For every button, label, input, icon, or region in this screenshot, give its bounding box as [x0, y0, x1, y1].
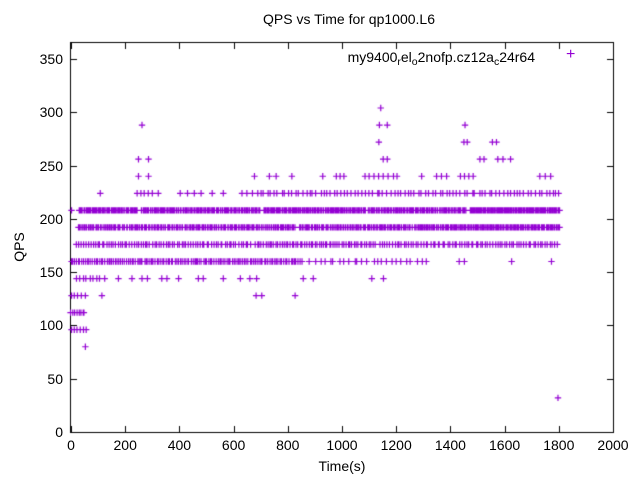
y-tick-label: 50	[47, 370, 63, 387]
y-tick-label: 200	[39, 210, 63, 227]
legend-label-segment: 24r64	[499, 49, 535, 65]
legend-label-segment: r	[397, 56, 401, 68]
x-axis-label: Time(s)	[318, 458, 366, 474]
x-tick-label: 800	[276, 437, 300, 453]
y-tick-label: 250	[39, 157, 63, 174]
legend-label-segment: c	[493, 56, 500, 68]
legend-point-marker-icon: +	[566, 46, 576, 63]
legend-label-segment: my9400	[347, 49, 398, 65]
y-tick-label: 300	[39, 104, 63, 121]
legend-series-label: my9400relo2nofp.cz12ac24r64	[0, 49, 535, 68]
x-tick-label: 400	[167, 437, 192, 453]
legend-label-segment: 2nofp.cz12a	[417, 49, 494, 65]
chart-title: QPS vs Time for qp1000.L6	[263, 11, 435, 27]
legend-label-segment: o	[411, 56, 418, 68]
y-tick-label: 0	[55, 424, 63, 440]
x-tick-label: 1400	[434, 437, 466, 453]
x-tick-label: 1000	[326, 437, 358, 453]
x-tick-label: 600	[221, 437, 246, 453]
x-tick-label: 2000	[597, 437, 629, 453]
y-tick-label: 350	[39, 51, 63, 67]
x-tick-label: 1200	[380, 437, 412, 453]
x-tick-label: 1800	[543, 437, 575, 453]
x-tick-label: 200	[113, 437, 137, 453]
y-tick-label: 150	[39, 264, 63, 281]
y-tick-label: 100	[39, 317, 63, 334]
legend-label-segment: el	[400, 49, 412, 65]
x-tick-label: 0	[67, 437, 75, 453]
x-tick-label: 1600	[489, 437, 521, 453]
